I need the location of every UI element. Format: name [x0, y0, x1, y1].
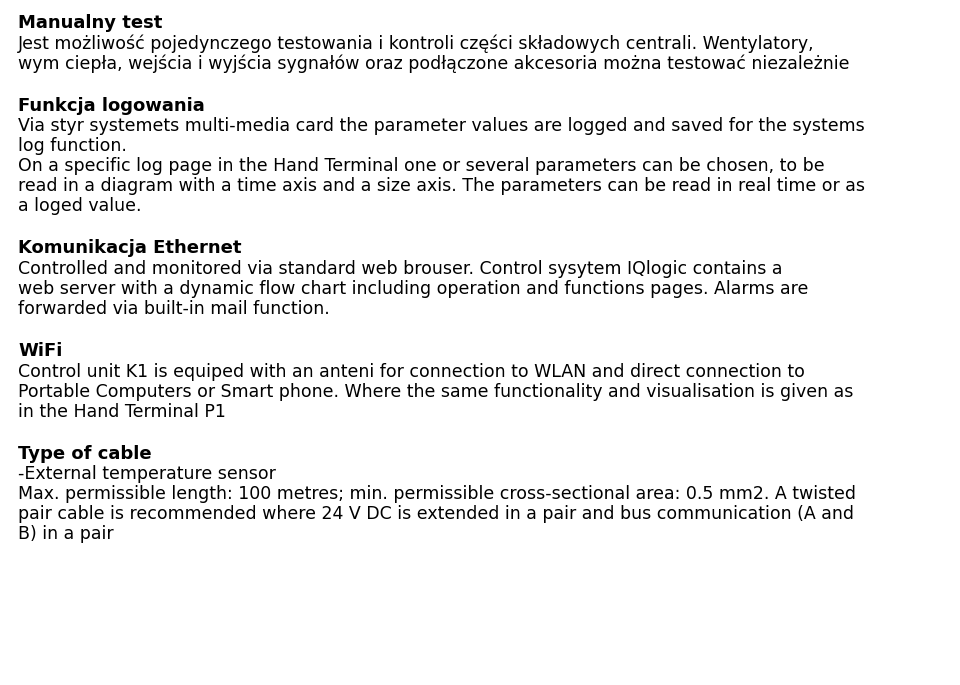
Text: log function.: log function. [18, 138, 127, 155]
Text: Control unit K1 is equiped with an anteni for connection to WLAN and direct conn: Control unit K1 is equiped with an anten… [18, 363, 804, 381]
Text: Via styr systemets multi-media card the parameter values are logged and saved fo: Via styr systemets multi-media card the … [18, 117, 865, 136]
Text: forwarded via built-in mail function.: forwarded via built-in mail function. [18, 300, 329, 318]
Text: wym ciepła, wejścia i wyjścia sygnałów oraz podłączone akcesoria można testować : wym ciepła, wejścia i wyjścia sygnałów o… [18, 55, 850, 73]
Text: Portable Computers or Smart phone. Where the same functionality and visualisatio: Portable Computers or Smart phone. Where… [18, 383, 853, 401]
Text: a loged value.: a loged value. [18, 197, 141, 215]
Text: Controlled and monitored via standard web brouser. Control sysytem IQlogic conta: Controlled and monitored via standard we… [18, 260, 782, 278]
Text: Funkcja logowania: Funkcja logowania [18, 97, 204, 114]
Text: read in a diagram with a time axis and a size axis. The parameters can be read i: read in a diagram with a time axis and a… [18, 177, 865, 195]
Text: Jest możliwość pojedynczego testowania i kontroli części składowych centrali. We: Jest możliwość pojedynczego testowania i… [18, 35, 815, 53]
Text: pair cable is recommended where 24 V DC is extended in a pair and bus communicat: pair cable is recommended where 24 V DC … [18, 506, 854, 523]
Text: web server with a dynamic flow chart including operation and functions pages. Al: web server with a dynamic flow chart inc… [18, 280, 808, 298]
Text: Max. permissible length: 100 metres; min. permissible cross-sectional area: 0.5 : Max. permissible length: 100 metres; min… [18, 486, 856, 503]
Text: Type of cable: Type of cable [18, 445, 152, 462]
Text: -External temperature sensor: -External temperature sensor [18, 465, 276, 484]
Text: B) in a pair: B) in a pair [18, 525, 113, 543]
Text: Manualny test: Manualny test [18, 14, 162, 32]
Text: Komunikacja Ethernet: Komunikacja Ethernet [18, 239, 242, 258]
Text: On a specific log page in the Hand Terminal one or several parameters can be cho: On a specific log page in the Hand Termi… [18, 158, 825, 175]
Text: in the Hand Terminal P1: in the Hand Terminal P1 [18, 403, 226, 421]
Text: WiFi: WiFi [18, 342, 62, 360]
